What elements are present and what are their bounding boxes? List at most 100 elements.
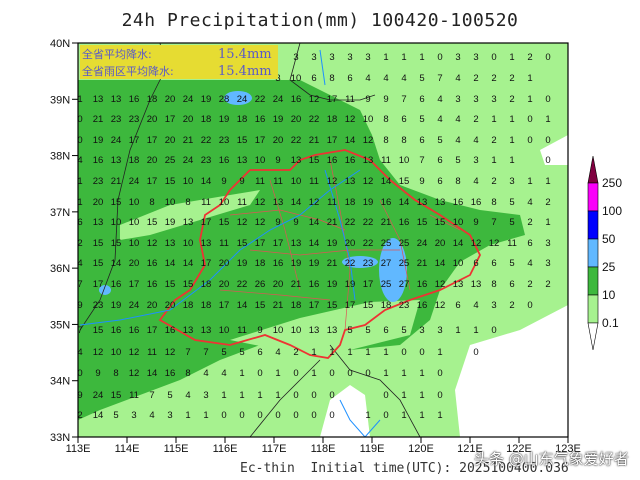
- grid-value: 7: [203, 347, 208, 358]
- grid-value: 2: [527, 217, 532, 228]
- grid-value: 17: [363, 279, 374, 290]
- moderate-rain-field: [78, 80, 525, 420]
- grid-value: 3: [131, 410, 136, 421]
- grid-value: 20: [219, 279, 230, 290]
- lon-label: 113E: [66, 443, 91, 455]
- grid-value: 5: [455, 155, 460, 166]
- grid-value: 17: [309, 300, 320, 311]
- info-box: 全省平均降水: 15.4mm 全省雨区平均降水: 15.4mm: [80, 45, 278, 79]
- grid-value: 5: [347, 325, 352, 336]
- grid-value: 21: [111, 176, 122, 187]
- grid-value: 22: [201, 135, 212, 146]
- grid-value: 1: [545, 114, 550, 125]
- grid-value: 14: [435, 258, 446, 269]
- grid-value: 1: [239, 368, 244, 379]
- province-borders: [79, 43, 421, 437]
- grid-value: 24: [273, 94, 284, 105]
- grid-value: 1: [239, 390, 244, 401]
- grid-value: 9: [419, 176, 424, 187]
- grid-value: 10: [129, 197, 140, 208]
- grid-value: 3: [473, 155, 478, 166]
- grid-value: 16: [417, 300, 428, 311]
- grid-value: 18: [237, 114, 248, 125]
- grid-value: 0: [545, 135, 550, 146]
- grid-value: 4: [455, 114, 460, 125]
- grid-value: 25: [399, 238, 410, 249]
- light-rain-band: [120, 190, 260, 240]
- grid-value: 0: [293, 390, 298, 401]
- grid-value: 13: [345, 176, 356, 187]
- grid-value: 17: [345, 300, 356, 311]
- grid-value: 18: [201, 114, 212, 125]
- grid-value: 18: [255, 258, 266, 269]
- grid-value: 13: [309, 325, 320, 336]
- grid-value: 24: [129, 300, 140, 311]
- grid-value: 3: [491, 300, 496, 311]
- grid-value: 9: [293, 217, 298, 228]
- grid-value: 15: [435, 217, 446, 228]
- grid-value: 18: [291, 300, 302, 311]
- grid-value: 1: [257, 390, 262, 401]
- grid-value: 1: [383, 52, 388, 63]
- grid-value: 2: [473, 114, 478, 125]
- grid-value: 9: [95, 368, 100, 379]
- grid-value: 1: [491, 155, 496, 166]
- grid-value: 2: [527, 279, 532, 290]
- grid-value: 21: [183, 135, 194, 146]
- grid-value: 0: [293, 410, 298, 421]
- grid-value: 3: [329, 52, 334, 63]
- grid-value: 27: [381, 258, 392, 269]
- grid-value: 24: [237, 94, 248, 105]
- colorbar-label: 100: [602, 204, 622, 218]
- grid-value: 13: [111, 94, 122, 105]
- grid-value: 5: [509, 258, 514, 269]
- grid-value: 2: [527, 52, 532, 63]
- grid-value: 20: [273, 135, 284, 146]
- grid-value: 1: [509, 52, 514, 63]
- grid-value: 13: [201, 325, 212, 336]
- grid-value: 0: [383, 390, 388, 401]
- grid-value: 25: [381, 238, 392, 249]
- grid-value: 5: [401, 325, 406, 336]
- grid-value: 0: [527, 114, 532, 125]
- lon-label: 116E: [213, 443, 238, 455]
- rivers: [79, 49, 381, 437]
- grid-values: 3333311103301203106864445742221113131618…: [77, 52, 551, 421]
- lon-label: 120E: [408, 443, 434, 455]
- grid-value: 15: [93, 238, 104, 249]
- grid-value: 16: [129, 325, 140, 336]
- lon-label: 114E: [115, 443, 140, 455]
- grid-value: 15: [309, 155, 320, 166]
- grid-value: 20: [147, 155, 158, 166]
- grid-value: 1: [419, 368, 424, 379]
- no-rain-area: [540, 135, 568, 165]
- grid-value: 0: [491, 52, 496, 63]
- grid-value: 19: [111, 300, 122, 311]
- grid-value: 12: [435, 279, 446, 290]
- grid-value: 7: [437, 73, 442, 84]
- grid-value: 17: [273, 238, 284, 249]
- grid-value: 19: [237, 258, 248, 269]
- grid-value: 12: [471, 238, 482, 249]
- grid-value: 1: [401, 390, 406, 401]
- grid-value: 11: [219, 238, 229, 249]
- grid-value: 3: [509, 176, 514, 187]
- grid-value: 19: [327, 279, 338, 290]
- grid-value: 21: [291, 279, 302, 290]
- grid-value: 4: [77, 347, 82, 358]
- grid-value: 0: [545, 94, 550, 105]
- grid-value: 18: [183, 300, 194, 311]
- grid-value: 21: [309, 135, 320, 146]
- grid-value: 17: [219, 300, 230, 311]
- grid-value: 10: [111, 217, 122, 228]
- grid-value: 1: [329, 347, 334, 358]
- grid-value: 14: [309, 217, 320, 228]
- grid-value: 14: [201, 176, 212, 187]
- grid-value: 0: [77, 368, 82, 379]
- lon-label: 123E: [555, 443, 581, 455]
- grid-value: 0: [275, 410, 280, 421]
- grid-value: 13: [291, 238, 302, 249]
- grid-value: 6: [257, 347, 262, 358]
- grid-value: 1: [491, 114, 496, 125]
